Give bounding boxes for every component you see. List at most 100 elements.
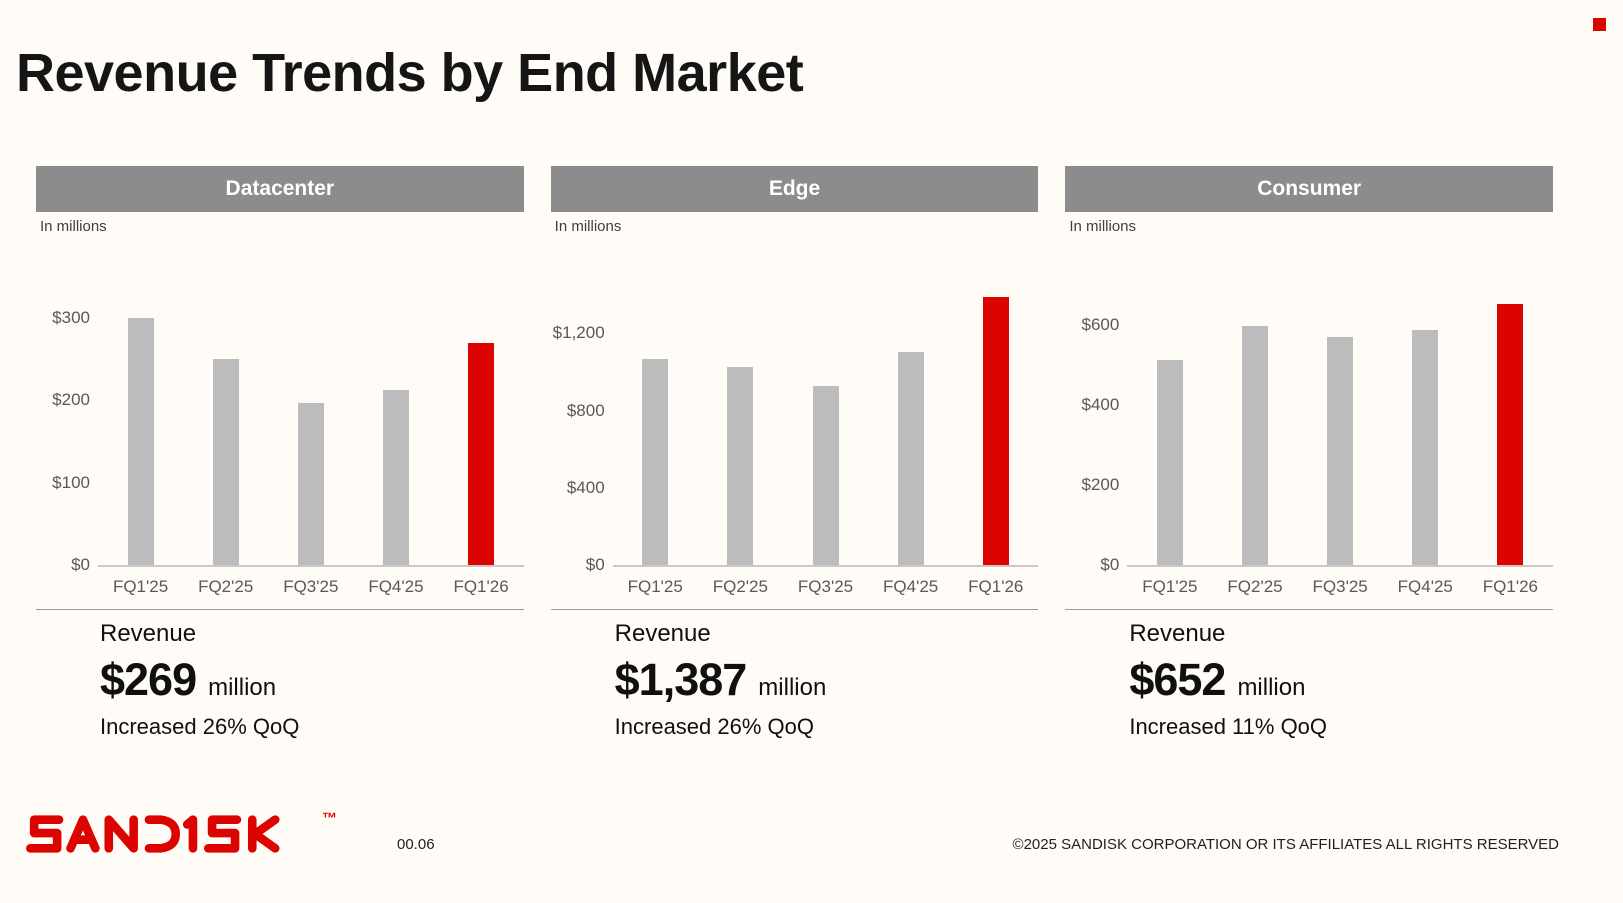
bar-FQ3'25 <box>297 402 324 565</box>
panel-title: Consumer <box>1257 177 1362 200</box>
y-axis: $0 $200 $400 $600 <box>1065 285 1120 574</box>
page-number: 00.06 <box>397 836 435 853</box>
panel-divider <box>1065 609 1553 610</box>
x-axis-labels: FQ1'25 FQ2'25 FQ3'25 FQ4'25 FQ1'26 <box>613 577 1039 597</box>
revenue-unit: million <box>758 674 827 701</box>
x-tick-label: FQ1'26 <box>453 577 509 596</box>
charts-grid: Datacenter In millions $0 $100 $200 $300 FQ… <box>36 166 1553 740</box>
bar-FQ4'25 <box>382 389 409 565</box>
revenue-summary-consumer: Revenue $652 million Increased 11% QoQ <box>1065 620 1553 740</box>
units-label: In millions <box>40 218 107 235</box>
y-axis: $0 $100 $200 $300 <box>36 285 90 573</box>
x-tick-label: FQ4'25 <box>368 577 424 596</box>
bar-slot <box>953 285 1038 565</box>
panel-header-datacenter: Datacenter <box>36 166 524 212</box>
revenue-label: Revenue <box>614 620 711 647</box>
revenue-change: Increased 26% QoQ <box>614 714 814 739</box>
bar-FQ2'25 <box>727 366 754 565</box>
panel-title: Datacenter <box>225 177 335 200</box>
panel-title: Edge <box>768 177 821 200</box>
revenue-change: Increased 11% QoQ <box>1129 714 1328 739</box>
revenue-summary-edge: Revenue $1,387 million Increased 26% QoQ <box>551 620 1039 740</box>
bar-slot <box>1127 285 1212 565</box>
revenue-label: Revenue <box>1129 620 1226 647</box>
revenue-amount: $652 <box>1129 654 1226 705</box>
bars-region <box>612 285 1039 567</box>
revenue-amount: $269 <box>100 654 197 705</box>
bar-FQ1'25 <box>642 358 669 565</box>
bar-slot <box>439 285 524 565</box>
y-axis: $0 $400 $800 $1,200 <box>551 285 605 574</box>
bar-slot <box>1383 285 1468 565</box>
bar-FQ1'26 <box>982 297 1009 565</box>
y-tick-label: $300 <box>52 307 90 327</box>
plot-area: $0 $200 $400 $600 FQ1'25 FQ2'25 FQ3'25 FQ4'25 F… <box>1065 285 1553 597</box>
bar-FQ1'26 <box>468 343 495 565</box>
x-tick-label: FQ3'25 <box>1312 577 1368 596</box>
bar-slot <box>98 285 183 565</box>
bar-FQ2'25 <box>212 359 239 565</box>
y-tick-label: $200 <box>1081 475 1120 494</box>
y-tick-label: $400 <box>1081 395 1120 414</box>
x-axis-labels: FQ1'25 FQ2'25 FQ3'25 FQ4'25 FQ1'26 <box>1127 577 1553 597</box>
bar-slot <box>613 285 698 565</box>
units-label: In millions <box>1069 218 1137 235</box>
panel-header-consumer: Consumer <box>1065 166 1553 212</box>
x-tick-label: FQ1'25 <box>112 577 169 596</box>
revenue-change: Increased 26% QoQ <box>100 714 300 739</box>
panel-datacenter: Datacenter In millions $0 $100 $200 $300 FQ… <box>36 166 524 740</box>
revenue-summary-datacenter: Revenue $269 million Increased 26% QoQ <box>36 620 524 740</box>
y-tick-label: $600 <box>1081 315 1120 334</box>
revenue-unit: million <box>208 674 277 701</box>
x-tick-label: FQ1'26 <box>1482 577 1538 596</box>
panel-edge: Edge In millions $0 $400 $800 $1,200 FQ1'25… <box>550 166 1039 740</box>
bar-FQ3'25 <box>1327 336 1354 565</box>
bar-FQ3'25 <box>812 386 839 565</box>
trademark-symbol: ™ <box>322 810 337 827</box>
bar-slot <box>698 285 783 565</box>
bars-region <box>98 285 524 567</box>
bar-FQ2'25 <box>1242 325 1269 565</box>
y-tick-label: $0 <box>1100 555 1120 574</box>
bar-slot <box>783 285 868 565</box>
bar-slot <box>1212 285 1297 565</box>
plot-area: $0 $100 $200 $300 FQ1'25 FQ2'25 FQ3'25 FQ4'25 F… <box>36 285 524 597</box>
sandisk-wordmark-icon <box>26 815 280 853</box>
bar-FQ4'25 <box>897 352 924 565</box>
bar-slot <box>1468 285 1553 565</box>
y-tick-label: $800 <box>566 400 605 420</box>
datacenter-bar-chart: $0 $100 $200 $300 FQ1'25 FQ2'25 FQ3'25 FQ4'25 F… <box>36 285 524 597</box>
x-tick-label: FQ1'25 <box>1142 577 1198 596</box>
copyright-text: ©2025 SANDISK CORPORATION OR ITS AFFILIA… <box>1012 836 1559 853</box>
y-tick-label: $0 <box>71 555 90 574</box>
y-tick-label: $1,200 <box>552 323 605 343</box>
bar-slot <box>1298 285 1383 565</box>
panel-consumer: Consumer In millions $0 $200 $400 $600 FQ1'… <box>1065 166 1553 740</box>
bar-slot <box>353 285 438 565</box>
y-tick-label: $0 <box>585 555 605 574</box>
bar-FQ1'25 <box>127 317 154 565</box>
panel-divider <box>550 609 1039 610</box>
bar-slot <box>183 285 268 565</box>
panel-header-edge: Edge <box>550 166 1039 212</box>
revenue-label: Revenue <box>100 620 197 647</box>
sandisk-logo: ™ <box>20 810 337 856</box>
x-tick-label: FQ1'25 <box>627 577 683 596</box>
x-tick-label: FQ1'26 <box>968 577 1024 596</box>
x-tick-label: FQ2'25 <box>198 577 254 596</box>
x-tick-label: FQ4'25 <box>1397 577 1453 596</box>
y-tick-label: $100 <box>52 472 90 492</box>
y-tick-label: $200 <box>52 390 90 410</box>
bars-region <box>1127 285 1553 567</box>
bar-slot <box>868 285 953 565</box>
x-axis-labels: FQ1'25 FQ2'25 FQ3'25 FQ4'25 FQ1'26 <box>98 577 524 597</box>
bar-slot <box>268 285 353 565</box>
x-tick-label: FQ4'25 <box>883 577 939 596</box>
revenue-unit: million <box>1237 674 1306 701</box>
units-label: In millions <box>554 218 622 235</box>
edge-bar-chart: $0 $400 $800 $1,200 FQ1'25 FQ2'25 FQ3'25 FQ4'2… <box>551 285 1039 597</box>
corner-accent-square <box>1593 18 1606 31</box>
x-tick-label: FQ3'25 <box>797 577 854 596</box>
panel-divider <box>36 609 524 610</box>
page-title: Revenue Trends by End Market <box>16 43 804 104</box>
